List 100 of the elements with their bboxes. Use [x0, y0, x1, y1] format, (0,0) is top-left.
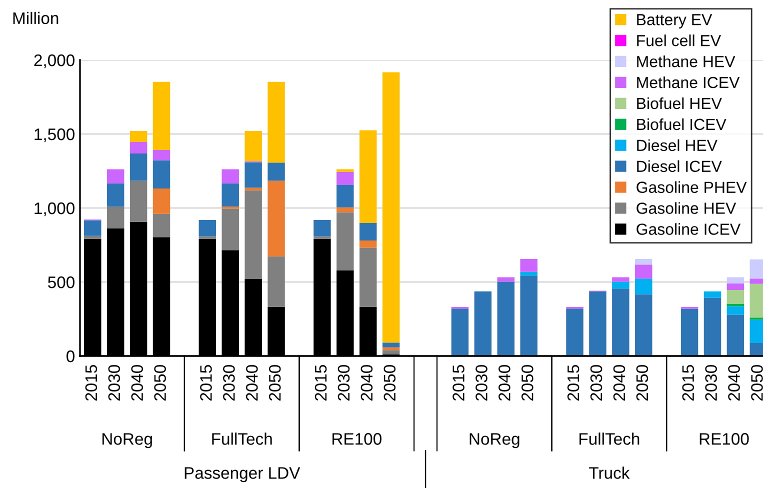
legend-label: Diesel HEV: [637, 139, 718, 152]
bar: [222, 208, 239, 250]
x-tick-label: 2030: [338, 364, 350, 401]
x-tick-label: 2040: [498, 364, 510, 401]
legend-label: Methane ICEV: [637, 76, 740, 88]
bar: [520, 276, 538, 356]
bar: [152, 150, 170, 160]
bar: [130, 142, 148, 154]
x-tick-label: 2030: [223, 364, 235, 401]
bar: [198, 220, 216, 236]
bar: [726, 306, 744, 315]
bar: [244, 188, 262, 190]
bar: [152, 214, 170, 238]
legend-label: Gasoline ICEV: [636, 223, 741, 235]
text: FullTech: [580, 432, 640, 445]
bar: [336, 212, 354, 270]
bar: [474, 291, 492, 356]
bar: [382, 350, 400, 354]
bar: [268, 82, 285, 163]
bar: [152, 82, 170, 150]
x-tick-label: 2040: [246, 364, 258, 401]
x-tick-label: 2015: [452, 365, 464, 401]
bar: [130, 131, 148, 142]
legend-label: Battery EV: [637, 14, 712, 28]
bar: [268, 180, 285, 256]
bar: [106, 183, 124, 207]
x-tick-label: 2050: [751, 364, 763, 401]
y-tick-label: 2,000: [34, 54, 74, 68]
x-tick-label: 2015: [682, 365, 694, 401]
bar: [360, 240, 377, 248]
y-tick-label: 1,000: [34, 202, 74, 216]
bar: [130, 154, 148, 181]
bar: [336, 207, 354, 212]
x-tick-label: 2015: [85, 365, 98, 401]
text: NoReg: [470, 433, 520, 448]
y-axis-title: Million: [13, 12, 58, 24]
bar: [336, 185, 354, 208]
text: NoReg: [102, 433, 152, 448]
x-tick-label: 2015: [567, 365, 580, 401]
x-tick-label: 2050: [384, 364, 396, 401]
x-tick-label: 2030: [476, 364, 488, 401]
bar: [451, 308, 469, 356]
x-tick-label: 2030: [705, 364, 717, 401]
bar: [360, 222, 377, 241]
x-tick-label: 2015: [314, 365, 327, 401]
bar: [382, 347, 400, 350]
bar: [360, 130, 377, 223]
text: RE100: [332, 433, 382, 445]
legend-label: Gasoline PHEV: [636, 181, 747, 193]
text: Truck: [589, 466, 630, 479]
bar: [106, 206, 124, 228]
bar: [704, 291, 722, 298]
bar: [336, 172, 354, 186]
bar: [612, 282, 630, 289]
bar: [382, 72, 400, 343]
x-tick-label: 2050: [636, 364, 648, 401]
text: Passenger LDV: [184, 467, 300, 482]
bar: [152, 160, 170, 188]
x-tick-label: 2030: [108, 364, 120, 401]
x-tick-label: 2040: [728, 364, 740, 401]
bar: [497, 282, 514, 356]
bar: [198, 236, 216, 239]
y-tick-label: 1,500: [34, 128, 74, 142]
bar: [635, 259, 652, 265]
bar: [84, 236, 102, 239]
bar: [106, 169, 124, 184]
bar: [612, 288, 630, 356]
bar: [704, 298, 722, 356]
legend-label: Gasoline HEV: [636, 202, 736, 214]
x-tick-label: 2030: [590, 364, 602, 401]
y-tick-label: 500: [48, 276, 74, 288]
bar: [726, 314, 744, 356]
legend-label: Fuel cell EV: [637, 34, 721, 46]
legend-label: Methane HEV: [637, 55, 736, 68]
bar: [244, 190, 262, 280]
bar: [268, 256, 285, 307]
bar: [589, 291, 606, 356]
bar: [635, 264, 652, 279]
bar: [222, 169, 239, 184]
bar: [635, 294, 652, 356]
bar: [314, 220, 331, 236]
text: FullTech: [212, 432, 272, 445]
legend-label: Diesel ICEV: [637, 160, 722, 172]
x-tick-label: 2040: [360, 364, 373, 401]
x-tick-label: 2050: [522, 364, 534, 401]
bar: [520, 272, 538, 276]
bar: [680, 308, 698, 356]
bar: [360, 248, 377, 307]
bar: [726, 283, 744, 290]
bar: [84, 220, 102, 236]
bar: [130, 180, 148, 222]
legend-label: Biofuel ICEV: [637, 118, 726, 130]
bar: [726, 277, 744, 284]
y-tick-label: 0: [66, 350, 74, 362]
bar: [314, 236, 331, 239]
bar: [382, 342, 400, 348]
x-tick-label: 2015: [200, 365, 212, 401]
bar: [152, 188, 170, 214]
bar: [612, 277, 630, 282]
bar: [222, 183, 239, 207]
